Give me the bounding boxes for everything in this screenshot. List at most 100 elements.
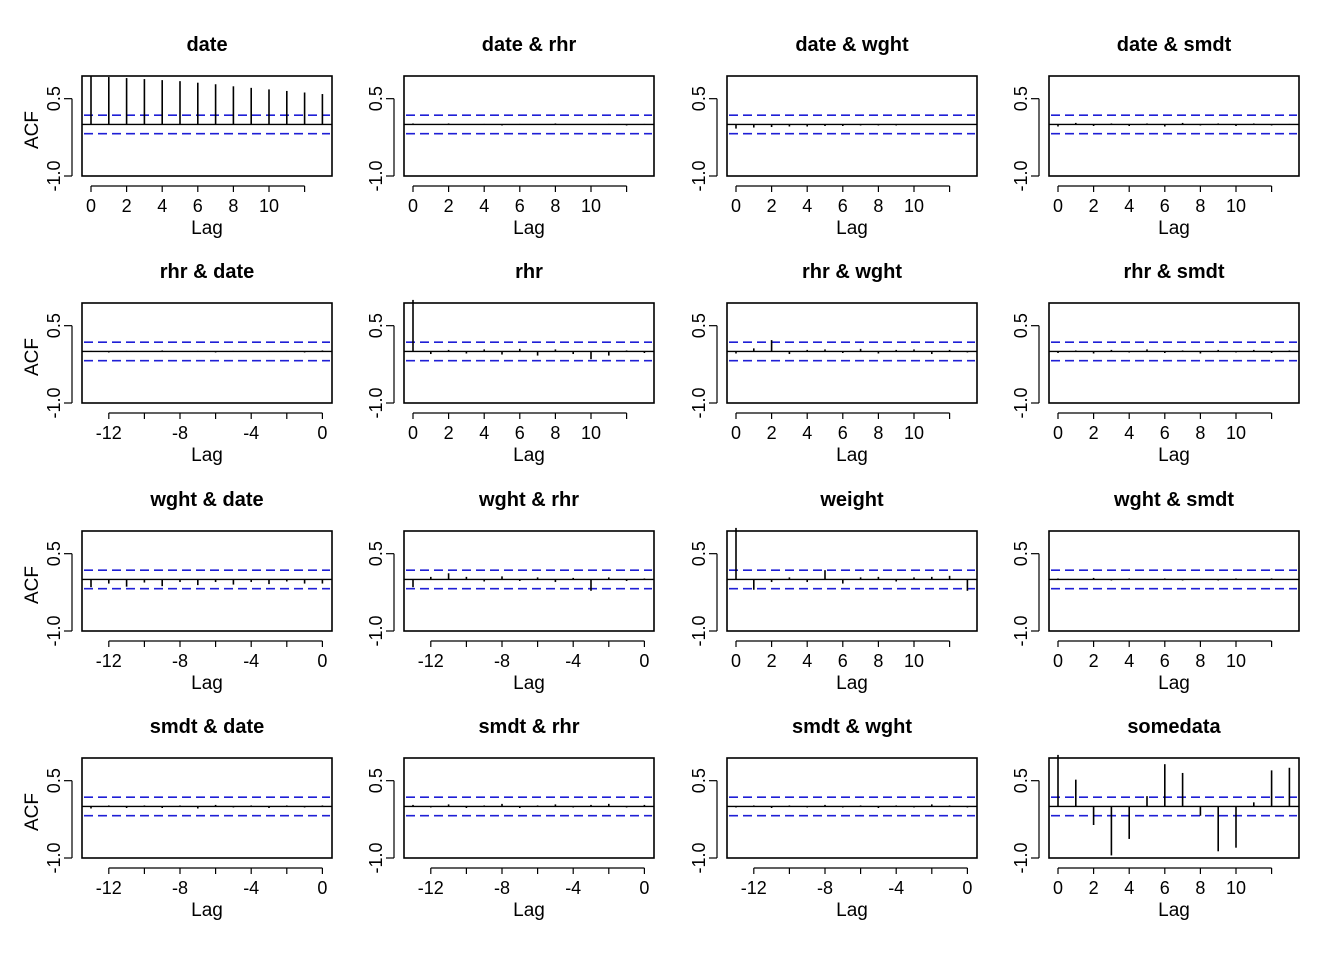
panel-11-x-tick-label: 8: [1195, 651, 1205, 671]
panel-10-x-tick-label: 4: [802, 651, 812, 671]
panel-14-frame: [726, 757, 978, 859]
panel-9-title: wght & rhr: [478, 489, 579, 511]
panel-2-x-tick-label: 6: [838, 196, 848, 216]
panel-3-x-tick-label: 6: [1160, 196, 1170, 216]
panel-14-y-tick-label: 0.5: [689, 768, 709, 793]
panel-8-x-tick-label: -4: [243, 651, 259, 671]
panel-1-x-tick-label: 2: [444, 196, 454, 216]
panel-1-title: date & rhr: [482, 34, 577, 56]
panel-0-y-tick-label: -1.0: [44, 160, 64, 191]
panel-2-x-tick-label: 8: [873, 196, 883, 216]
panel-3-y-tick-label: -1.0: [1011, 160, 1031, 191]
panel-5-x-tick-label: 0: [408, 423, 418, 443]
panel-3-title: date & smdt: [1117, 34, 1232, 56]
panel-6-title: rhr & wght: [802, 261, 902, 283]
panel-5-y-tick-label: -1.0: [366, 387, 386, 418]
panel-11-title: wght & smdt: [1113, 489, 1234, 511]
panel-0-title: date: [186, 34, 227, 56]
panel-12-x-tick-label: -8: [172, 878, 188, 898]
panel-11-x-label: Lag: [1158, 673, 1190, 694]
panel-15-y-tick-label: -1.0: [1011, 842, 1031, 873]
panel-5-x-tick-label: 4: [479, 423, 489, 443]
panel-8-y-tick-label: -1.0: [44, 615, 64, 646]
panel-0-frame: [81, 75, 333, 177]
panel-6-x-tick-label: 10: [904, 423, 924, 443]
panel-7-x-tick-label: 4: [1124, 423, 1134, 443]
panel-10-x-tick-label: 6: [838, 651, 848, 671]
panel-15-x-tick-label: 6: [1160, 878, 1170, 898]
panel-9-x-tick-label: -12: [418, 651, 444, 671]
panel-13-title: smdt & rhr: [478, 716, 579, 738]
panel-14-title: smdt & wght: [792, 716, 912, 738]
panel-5-x-tick-label: 2: [444, 423, 454, 443]
panel-13-x-tick-label: -4: [565, 878, 581, 898]
panel-10-y-tick-label: 0.5: [689, 541, 709, 566]
panel-15-x-tick-label: 8: [1195, 878, 1205, 898]
panel-7-x-tick-label: 8: [1195, 423, 1205, 443]
panel-3-x-tick-label: 2: [1089, 196, 1099, 216]
panel-10-y-tick-label: -1.0: [689, 615, 709, 646]
panel-9-x-tick-label: 0: [639, 651, 649, 671]
panel-9-y-tick-label: 0.5: [366, 541, 386, 566]
panel-9-x-label: Lag: [513, 673, 545, 694]
panel-2-x-tick-label: 10: [904, 196, 924, 216]
panel-15-y-tick-label: 0.5: [1011, 768, 1031, 793]
panel-1-y-tick-label: -1.0: [366, 160, 386, 191]
panel-6-y-tick-label: 0.5: [689, 313, 709, 338]
panel-6-x-tick-label: 8: [873, 423, 883, 443]
panel-8-x-tick-label: 0: [317, 651, 327, 671]
panel-4-x-tick-label: -12: [96, 423, 122, 443]
panel-3-y-tick-label: 0.5: [1011, 86, 1031, 111]
panel-13-y-tick-label: -1.0: [366, 842, 386, 873]
panel-9-x-tick-label: -8: [494, 651, 510, 671]
panel-0-y-label: ACF: [22, 111, 43, 149]
panel-0-x-tick-label: 2: [122, 196, 132, 216]
panel-3-x-tick-label: 0: [1053, 196, 1063, 216]
panel-13-x-tick-label: -12: [418, 878, 444, 898]
panel-6-y-tick-label: -1.0: [689, 387, 709, 418]
panel-15-x-label: Lag: [1158, 900, 1190, 921]
panel-12-frame: [81, 757, 333, 859]
panel-12-y-label: ACF: [22, 793, 43, 831]
panel-14-y-tick-label: -1.0: [689, 842, 709, 873]
panel-7-frame: [1048, 302, 1300, 404]
panel-4-x-label: Lag: [191, 445, 223, 466]
panel-6-x-tick-label: 0: [731, 423, 741, 443]
panel-8-y-tick-label: 0.5: [44, 541, 64, 566]
panel-7-x-tick-label: 2: [1089, 423, 1099, 443]
panel-4-x-tick-label: -8: [172, 423, 188, 443]
panel-0-x-tick-label: 10: [259, 196, 279, 216]
panel-9-y-tick-label: -1.0: [366, 615, 386, 646]
panel-14-x-tick-label: -4: [888, 878, 904, 898]
panel-15-title: somedata: [1127, 716, 1221, 738]
panel-14-x-label: Lag: [836, 900, 868, 921]
panel-2-frame: [726, 75, 978, 177]
panel-11-frame: [1048, 530, 1300, 632]
panel-12-x-tick-label: -12: [96, 878, 122, 898]
panel-11-x-tick-label: 10: [1226, 651, 1246, 671]
panel-1-x-label: Lag: [513, 218, 545, 239]
panel-10-title: weight: [819, 489, 884, 511]
panel-2-y-tick-label: -1.0: [689, 160, 709, 191]
panel-8-frame: [81, 530, 333, 632]
panel-5-x-label: Lag: [513, 445, 545, 466]
panel-3-frame: [1048, 75, 1300, 177]
panel-2-x-tick-label: 0: [731, 196, 741, 216]
panel-4-y-tick-label: -1.0: [44, 387, 64, 418]
panel-6-x-tick-label: 2: [767, 423, 777, 443]
panel-1-x-tick-label: 8: [550, 196, 560, 216]
panel-6-x-tick-label: 4: [802, 423, 812, 443]
panel-6-x-label: Lag: [836, 445, 868, 466]
panel-11-y-tick-label: 0.5: [1011, 541, 1031, 566]
panel-12-y-tick-label: 0.5: [44, 768, 64, 793]
panel-4-y-label: ACF: [22, 338, 43, 376]
panel-1-frame: [403, 75, 655, 177]
panel-5-y-tick-label: 0.5: [366, 313, 386, 338]
panel-15-x-tick-label: 10: [1226, 878, 1246, 898]
panel-0-x-label: Lag: [191, 218, 223, 239]
panel-1-x-tick-label: 4: [479, 196, 489, 216]
panel-6-x-tick-label: 6: [838, 423, 848, 443]
panel-15-x-tick-label: 0: [1053, 878, 1063, 898]
panel-3-x-tick-label: 4: [1124, 196, 1134, 216]
